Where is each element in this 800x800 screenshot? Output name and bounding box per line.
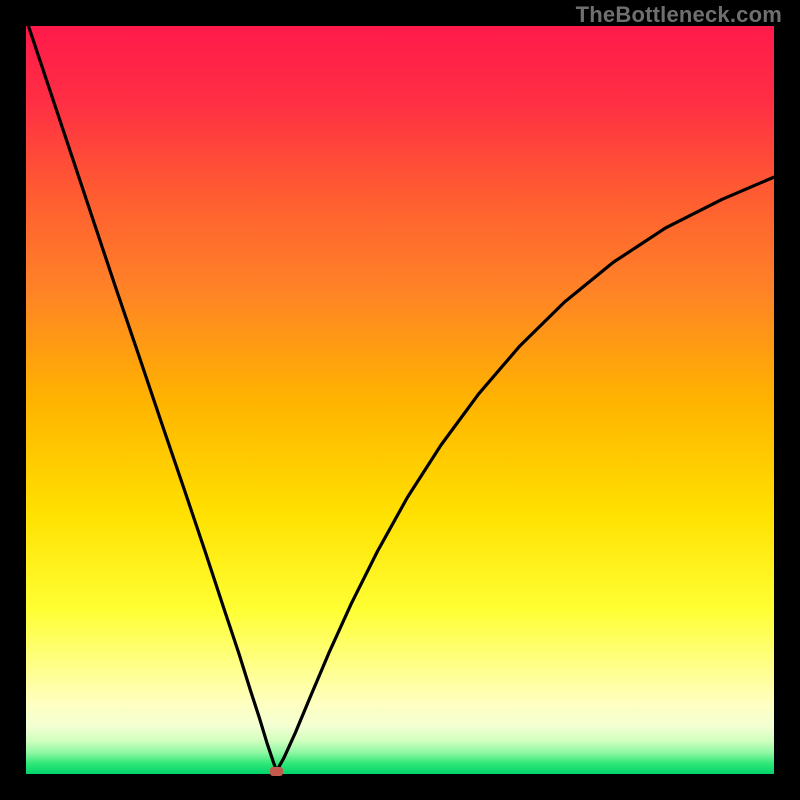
chart-container: { "chart": { "type": "line", "canvas": {…: [0, 0, 800, 800]
bottleneck-curve: [26, 26, 774, 771]
minimum-marker: [270, 767, 283, 776]
watermark-text: TheBottleneck.com: [576, 2, 782, 28]
curve-layer: [26, 26, 774, 774]
plot-area: [26, 26, 774, 774]
